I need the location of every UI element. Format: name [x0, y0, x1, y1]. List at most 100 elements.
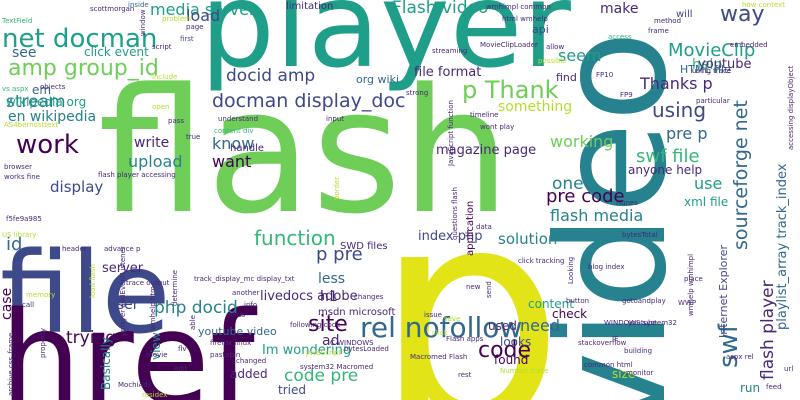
word-content-div: content div [214, 127, 254, 135]
word-load-flash: load flash [89, 264, 97, 298]
word-streaming: streaming [432, 47, 468, 55]
word-thanks-p: Thanks p [640, 74, 713, 93]
word-header: header [62, 245, 87, 253]
word-load: load [186, 6, 221, 25]
word-amp-group-id: amp group_id [8, 56, 159, 81]
word-click: click [432, 329, 448, 337]
word-see: see [12, 45, 37, 61]
word-fp10: FP10 [596, 71, 614, 79]
word-upload: upload [128, 152, 183, 171]
word-docid-amp: docid amp [226, 66, 316, 86]
word-bytestotal: bytesTotal [622, 231, 658, 239]
word-wmhimpl-common: wmhimpl common [486, 3, 551, 11]
word-en-wikipedia: en wikipedia [8, 109, 97, 125]
word-building: building [624, 347, 653, 355]
word-size: size [612, 367, 636, 381]
word-movie: movie [146, 351, 168, 359]
word-will: will [676, 9, 693, 20]
word-using: using [652, 98, 707, 122]
word-wmhelp-wmhimpl: wmhelp wmhimpl [687, 253, 695, 316]
word-server: server [102, 261, 144, 276]
word-system32-macromed: system32 Macromed [300, 363, 374, 371]
word-include: include [152, 73, 178, 81]
word-flash-player-accessing: flash player accessing [98, 171, 176, 179]
word-html-file: HTML file [680, 63, 731, 76]
word-code: code [478, 338, 532, 363]
word-mochiads: MochiAds [118, 381, 152, 389]
word-us-library: US library [2, 231, 37, 239]
word-open: open [152, 103, 170, 111]
word-new: new [466, 283, 481, 291]
word-bytesloaded: bytesLoaded [344, 345, 389, 353]
word-scottmorgan: scottmorgan [90, 5, 135, 13]
word-advance-p: advance p [104, 245, 141, 253]
word-pastebin: pastebin [210, 351, 241, 359]
word-run: run [740, 381, 761, 395]
word-looks: looks [500, 335, 532, 349]
word-trace-output: trace output [126, 279, 170, 287]
word-c-windows: C WINDOWS [330, 339, 374, 347]
word-swf-file: swf file [636, 146, 700, 167]
word-href: href [0, 285, 255, 400]
word-livedocs-adobe: livedocs adobe [260, 289, 358, 304]
word-sourceforge-net: sourceforge net [730, 100, 752, 250]
word-info: info [244, 301, 258, 309]
word-frame: frame [648, 27, 669, 35]
word-page: page [186, 23, 204, 31]
word-content: content [528, 297, 574, 311]
word-msdn-microsoft: msdn microsoft [318, 307, 396, 318]
word-looking: Looking [567, 256, 575, 284]
word-media-server: media server [150, 0, 256, 19]
word-way: way [720, 2, 765, 27]
word-determine: determine [171, 269, 179, 306]
word-ie: IE [612, 335, 619, 343]
word-en-us: en us [226, 311, 246, 319]
word-first: first [180, 35, 194, 43]
word-understand: understand [218, 115, 259, 123]
word-index-php: index php [418, 229, 483, 244]
word-gotoandplay: gotoandplay [622, 297, 666, 305]
word-questions-flash: questions flash [451, 187, 459, 240]
word-archive-css-frame: archive css_frame [7, 332, 15, 396]
word-something: something [498, 99, 573, 115]
word-h1: h1 [320, 289, 338, 305]
word-solution: solution [498, 230, 558, 248]
word-aspx-rel: aspx rel [726, 353, 754, 361]
word-wikipedia-org: wikipedia org [6, 95, 87, 109]
word-site: site [308, 312, 348, 337]
word-particular: particular [696, 97, 730, 105]
word-method: method [654, 17, 682, 25]
word-call: call [22, 301, 35, 309]
word-work: work [16, 130, 79, 160]
word-write: write [134, 135, 170, 151]
word-firefox-linux: firefox linux [210, 339, 252, 347]
word-api: api [532, 23, 549, 36]
word-player: player [200, 0, 571, 94]
word-monitor: monitor [626, 369, 654, 377]
word-id: id [6, 234, 23, 255]
word-following-code: following code [290, 321, 341, 329]
word-flash-media: flash media [550, 206, 644, 225]
word-working: working [550, 132, 614, 151]
word-click-tracking: click tracking [518, 257, 565, 265]
word-file: file [0, 229, 171, 359]
word-internet-explorer: Internet Explorer [717, 245, 730, 338]
word-p-large: p [374, 143, 565, 400]
word-flv: flv [178, 345, 187, 353]
word-timeline: timeline [470, 111, 499, 119]
word-access: access [608, 33, 632, 41]
word-make: make [600, 1, 639, 17]
word-using-trace: using trace [692, 67, 732, 75]
word-help: help [692, 57, 723, 73]
word-docman-display-doc: docman display_doc [212, 90, 406, 112]
word-application: application [465, 200, 476, 256]
word-border: border [333, 176, 341, 200]
word-youtube-video: youtube video [198, 325, 277, 338]
word-pre-p: pre p [666, 124, 708, 143]
word-as4bernosttext: AS4bernosttext [4, 121, 59, 129]
word-php-docid: php docid [154, 298, 238, 318]
word-check: check [552, 307, 588, 321]
word-data: data [476, 223, 492, 231]
word-used: used [488, 319, 517, 333]
word-changed: changed [236, 357, 267, 365]
